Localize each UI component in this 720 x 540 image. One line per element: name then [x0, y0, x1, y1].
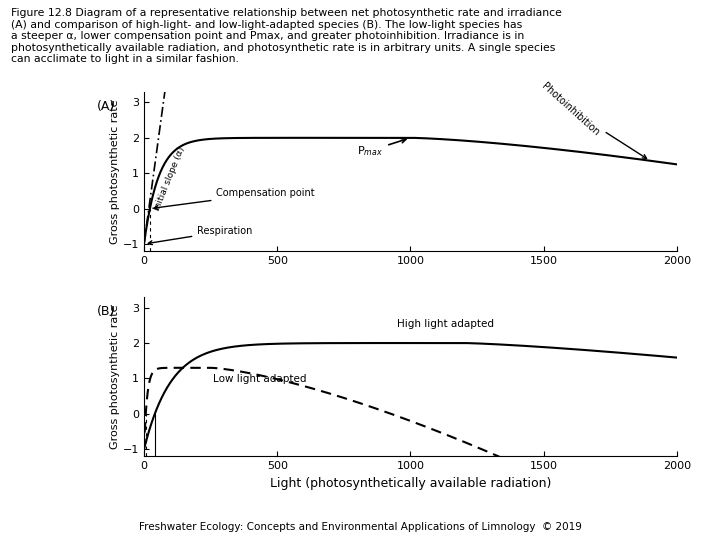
- Text: (A): (A): [97, 100, 115, 113]
- Text: Compensation point: Compensation point: [154, 188, 315, 210]
- Y-axis label: Gross photosynthetic rate: Gross photosynthetic rate: [110, 99, 120, 244]
- Text: High light adapted: High light adapted: [397, 319, 494, 329]
- Text: Low light adapted: Low light adapted: [213, 374, 307, 384]
- Text: P$_{max}$: P$_{max}$: [357, 138, 406, 158]
- Text: Respiration: Respiration: [148, 226, 253, 245]
- Text: Initial slope (α): Initial slope (α): [153, 145, 186, 212]
- X-axis label: Light (photosynthetically available radiation): Light (photosynthetically available radi…: [270, 477, 551, 490]
- Text: Photoinhibition: Photoinhibition: [539, 81, 647, 158]
- Text: Figure 12.8 Diagram of a representative relationship between net photosynthetic : Figure 12.8 Diagram of a representative …: [11, 8, 562, 64]
- Y-axis label: Gross photosynthetic rate: Gross photosynthetic rate: [110, 305, 120, 449]
- Text: (B): (B): [97, 305, 116, 318]
- Text: Freshwater Ecology: Concepts and Environmental Applications of Limnology  © 2019: Freshwater Ecology: Concepts and Environ…: [138, 522, 582, 532]
